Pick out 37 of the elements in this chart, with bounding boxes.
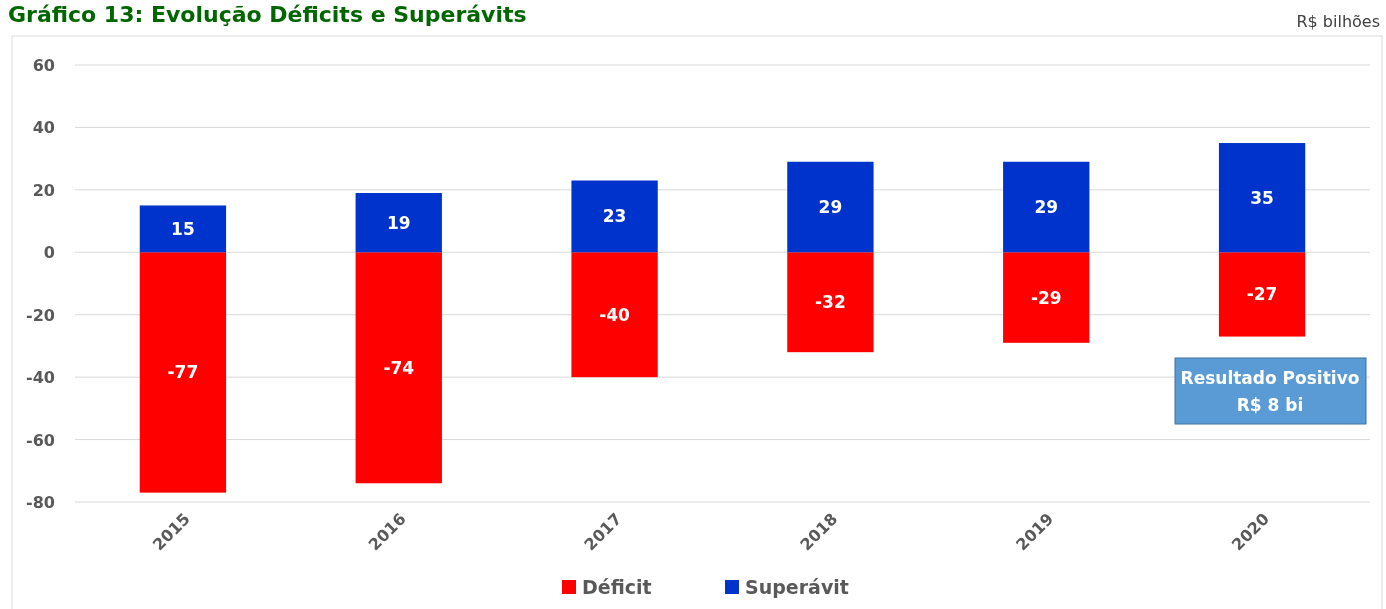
data-label: -74 <box>383 357 415 378</box>
bar <box>571 180 658 253</box>
annotation: Resultado Positivo R$ 8 bi <box>1180 368 1360 415</box>
chart-title: Gráfico 13: Evolução Déficits e Superávits <box>8 2 527 27</box>
legend-label: Déficit <box>582 576 652 598</box>
data-label: 15 <box>171 218 195 239</box>
y-axis-title: R$ bilhões <box>1296 12 1380 31</box>
legend-label: Superávit <box>745 576 849 598</box>
bar <box>355 252 442 484</box>
y-tick-label: -40 <box>26 368 55 388</box>
bar <box>787 252 874 353</box>
data-label: 35 <box>1250 187 1274 208</box>
data-label: -29 <box>1030 287 1062 308</box>
data-label: 23 <box>602 206 627 227</box>
bar <box>139 205 227 253</box>
bar <box>355 192 442 253</box>
bar <box>1218 252 1306 337</box>
y-tick-label: -60 <box>26 430 55 450</box>
bar <box>1003 252 1090 343</box>
y-tick-label: 0 <box>43 243 55 263</box>
y-tick-label: -80 <box>26 493 55 512</box>
y-tick-label: 20 <box>32 180 55 200</box>
bar <box>571 252 658 378</box>
bar <box>139 252 227 493</box>
data-label: -32 <box>815 292 846 313</box>
data-label: -27 <box>1246 284 1278 305</box>
y-tick-label: 60 <box>32 56 55 75</box>
data-label: 29 <box>818 197 843 218</box>
bar <box>1003 161 1090 253</box>
data-label: -40 <box>599 304 631 325</box>
data-label: 29 <box>1034 197 1059 218</box>
data-label: -77 <box>167 362 199 383</box>
y-tick-label: 40 <box>32 118 55 138</box>
data-label: 19 <box>386 212 411 233</box>
y-tick-label: -20 <box>26 305 55 325</box>
bar <box>787 161 874 253</box>
bar <box>1218 143 1306 253</box>
